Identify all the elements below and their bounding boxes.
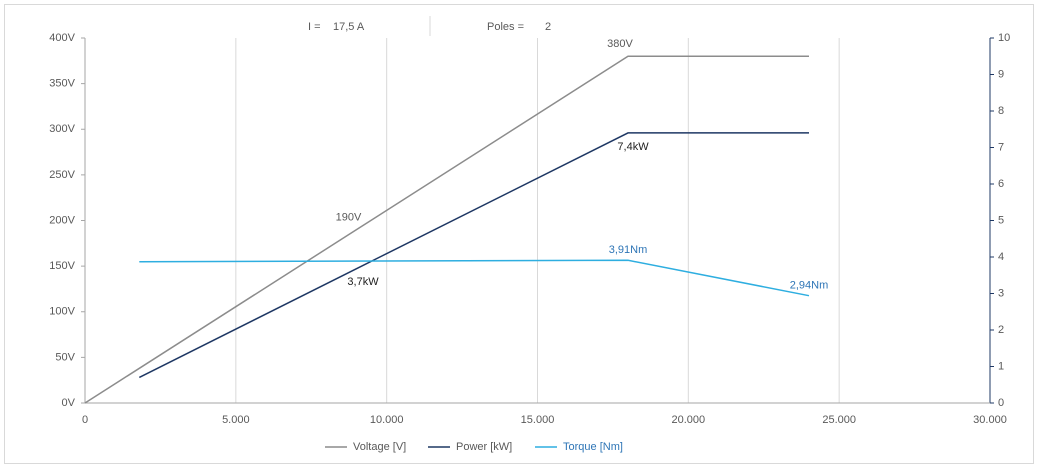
- y2-tick-label: 2: [998, 324, 1004, 336]
- y2-tick-label: 3: [998, 287, 1004, 299]
- y2-tick-label: 9: [998, 68, 1004, 80]
- y2-tick-label: 10: [998, 32, 1010, 44]
- data-label: 3,7kW: [347, 276, 379, 288]
- x-tick-label: 15.000: [521, 414, 555, 426]
- header-current-label: I =: [308, 21, 321, 33]
- header-poles-label: Poles =: [487, 21, 524, 33]
- legend-label: Voltage [V]: [353, 441, 406, 453]
- y-tick-label: 0V: [62, 397, 76, 409]
- x-tick-label: 20.000: [672, 414, 706, 426]
- y2-tick-label: 1: [998, 360, 1004, 372]
- series-line: [139, 259, 810, 297]
- data-label: 2,94Nm: [790, 280, 829, 292]
- header-current-value: 17,5 A: [333, 21, 365, 33]
- y2-tick-label: 6: [998, 178, 1004, 190]
- x-tick-label: 0: [82, 414, 88, 426]
- legend-label: Power [kW]: [456, 441, 512, 453]
- y2-tick-label: 7: [998, 141, 1004, 153]
- data-label: 190V: [336, 212, 362, 224]
- x-tick-label: 25.000: [822, 414, 856, 426]
- y-tick-label: 300V: [49, 123, 75, 135]
- series-line: [84, 55, 809, 404]
- chart-border: [4, 4, 1034, 464]
- y-tick-label: 100V: [49, 306, 75, 318]
- y-tick-label: 400V: [49, 32, 75, 44]
- data-label: 3,91Nm: [609, 244, 648, 256]
- y2-tick-label: 8: [998, 105, 1004, 117]
- y-tick-label: 350V: [49, 78, 75, 90]
- y2-tick-label: 5: [998, 214, 1004, 226]
- header-poles-value: 2: [545, 21, 551, 33]
- data-label: 380V: [607, 38, 633, 50]
- x-tick-label: 30.000: [973, 414, 1007, 426]
- y-tick-label: 250V: [49, 169, 75, 181]
- x-tick-label: 10.000: [370, 414, 404, 426]
- y-tick-label: 150V: [49, 260, 75, 272]
- legend-label: Torque [Nm]: [563, 441, 623, 453]
- series-line: [138, 132, 809, 379]
- y-tick-label: 50V: [55, 351, 75, 363]
- y2-tick-label: 0: [998, 397, 1004, 409]
- data-label: 7,4kW: [617, 141, 649, 153]
- y2-tick-label: 4: [998, 251, 1004, 263]
- x-tick-label: 5.000: [222, 414, 250, 426]
- y-tick-label: 200V: [49, 214, 75, 226]
